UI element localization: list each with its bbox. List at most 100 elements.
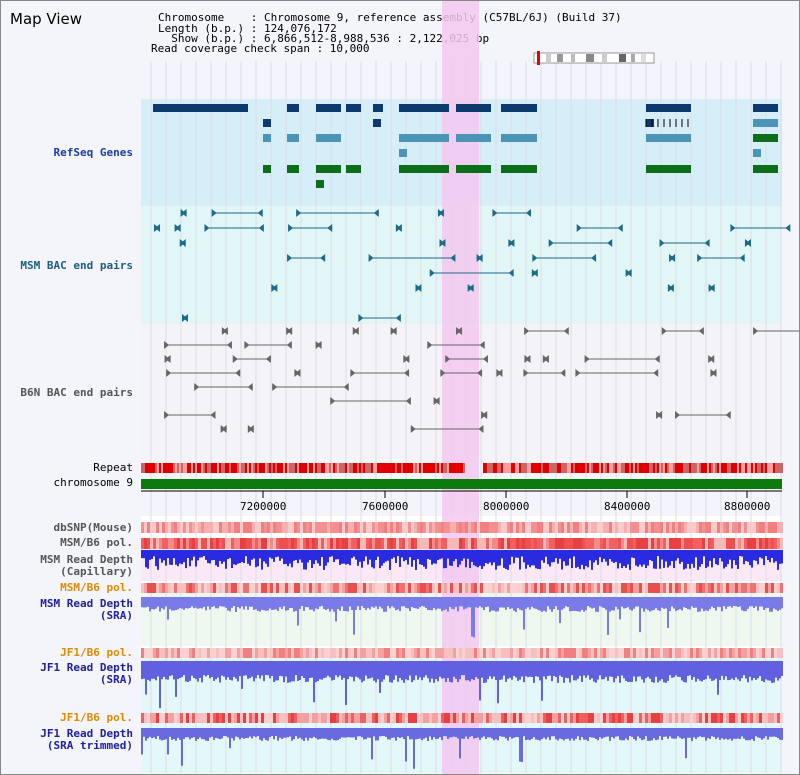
depth-bar [511,597,513,609]
depth-bar [619,550,621,564]
depth-bar [297,728,299,739]
heat-cell [426,538,429,549]
heat-cell [651,583,654,593]
heat-cell [285,522,288,533]
heat-cell [270,713,273,723]
heat-cell [753,648,756,658]
repeat-bar [763,463,765,473]
depth-bar [293,550,295,561]
heat-cell [615,538,618,549]
heat-cell [213,538,216,549]
depth-bar [583,728,585,740]
heat-cell [762,538,765,549]
depth-bar [731,661,733,679]
repeat-bar [431,463,433,473]
heat-cell [702,522,705,533]
heat-cell [186,522,189,533]
depth-bar [233,597,235,607]
heat-cell [192,538,195,549]
heat-cell [675,583,678,593]
depth-bar [539,597,541,611]
heat-cell [519,522,522,533]
heat-cell [600,648,603,658]
depth-bar [643,550,645,565]
repeat-bar [419,463,421,473]
heat-cell [222,583,225,593]
depth-bar [409,661,411,676]
depth-bar [651,597,653,611]
depth-bar [245,597,247,607]
depth-bar [379,728,381,737]
depth-bar [663,597,665,609]
depth-bar [475,661,477,678]
heat-cell [447,522,450,533]
heat-cell [483,713,486,723]
depth-bar [699,661,701,681]
bac-end [532,269,538,277]
heat-cell [471,713,474,723]
repeat-bar [717,463,719,473]
depth-bar [397,728,399,738]
heat-cell [444,522,447,533]
depth-bar [683,597,685,608]
depth-bar [317,661,319,682]
depth-bar [461,661,463,676]
depth-bar [689,597,691,610]
depth-bar [483,728,485,737]
depth-bar [769,597,771,612]
depth-bar [453,550,455,562]
depth-bar [201,550,203,558]
heat-cell [393,538,396,549]
repeat-bar [657,463,659,473]
bac-end [272,383,278,391]
depth-bar [363,661,365,681]
heat-cell [348,522,351,533]
heat-cell [201,538,204,549]
depth-bar [637,597,639,607]
depth-bar [781,728,783,740]
repeat-bar [169,463,171,473]
heat-cell [549,583,552,593]
heat-cell [477,583,480,593]
bac-end [296,209,302,217]
depth-bar [765,661,767,680]
depth-bar [331,728,333,739]
heat-cell [393,648,396,658]
heat-cell [327,648,330,658]
depth-bar [169,661,171,676]
heat-cell [543,648,546,658]
depth-bar [631,550,633,558]
heat-cell [342,648,345,658]
heat-cell [417,583,420,593]
depth-bar [421,550,423,565]
heat-cell [471,538,474,549]
depth-bar [383,550,385,564]
heat-cell [717,648,720,658]
heat-cell [204,522,207,533]
heat-cell [372,648,375,658]
heat-cell [354,522,357,533]
heat-cell [459,648,462,658]
repeat-bar [593,463,595,473]
repeat-bar [707,463,709,473]
depth-bar [759,661,761,677]
heat-cell [192,648,195,658]
repeat-bar [509,463,511,473]
repeat-bar [581,463,583,473]
depth-bar [531,550,533,566]
heat-cell [360,522,363,533]
depth-bar [375,661,377,683]
heat-cell [612,538,615,549]
depth-bar [335,550,337,560]
heat-cell [672,522,675,533]
depth-bar [503,661,505,676]
depth-bar [501,597,503,608]
heat-cell [174,538,177,549]
heat-cell [699,648,702,658]
heat-cell [729,538,732,549]
heat-cell [756,538,759,549]
depth-bar [599,550,601,558]
repeat-bar [773,463,775,473]
repeat-bar [353,463,355,473]
